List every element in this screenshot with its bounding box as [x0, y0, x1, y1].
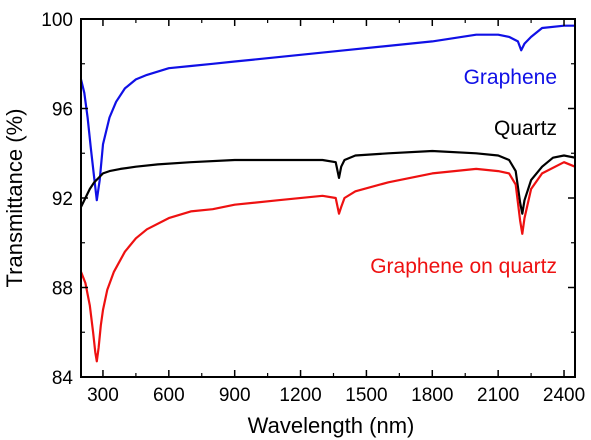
x-tick-label: 900	[219, 385, 251, 406]
x-tick-label: 600	[153, 385, 185, 406]
x-axis-label: Wavelength (nm)	[248, 413, 415, 438]
x-tick-label: 1200	[279, 385, 321, 406]
graphene-line	[79, 24, 575, 202]
y-tick-label: 84	[52, 368, 74, 389]
graphene-on-quartz-series-label: Graphene on quartz	[370, 255, 557, 278]
quartz-series-label: Quartz	[494, 117, 557, 140]
x-tick-label: 1800	[411, 385, 453, 406]
graphene-series-label: Graphene	[464, 66, 557, 89]
y-tick-label: 92	[52, 189, 73, 210]
quartz-line	[80, 149, 576, 215]
y-tick-label: 96	[52, 100, 73, 121]
x-tick-label: 300	[87, 385, 119, 406]
x-tick-label: 1500	[345, 385, 387, 406]
series-layer	[79, 24, 576, 363]
y-axis-label: Transmittance (%)	[2, 109, 27, 288]
y-tick-label: 88	[52, 279, 73, 300]
graphene-on-quartz-line	[79, 161, 576, 363]
y-tick-label: 100	[41, 10, 73, 31]
x-tick-label: 2400	[543, 385, 585, 406]
ticks-layer: 300 600 900 1200 1500 1800 2100 2400 84 88 92 96 100	[41, 10, 585, 406]
x-tick-label: 2100	[477, 385, 519, 406]
